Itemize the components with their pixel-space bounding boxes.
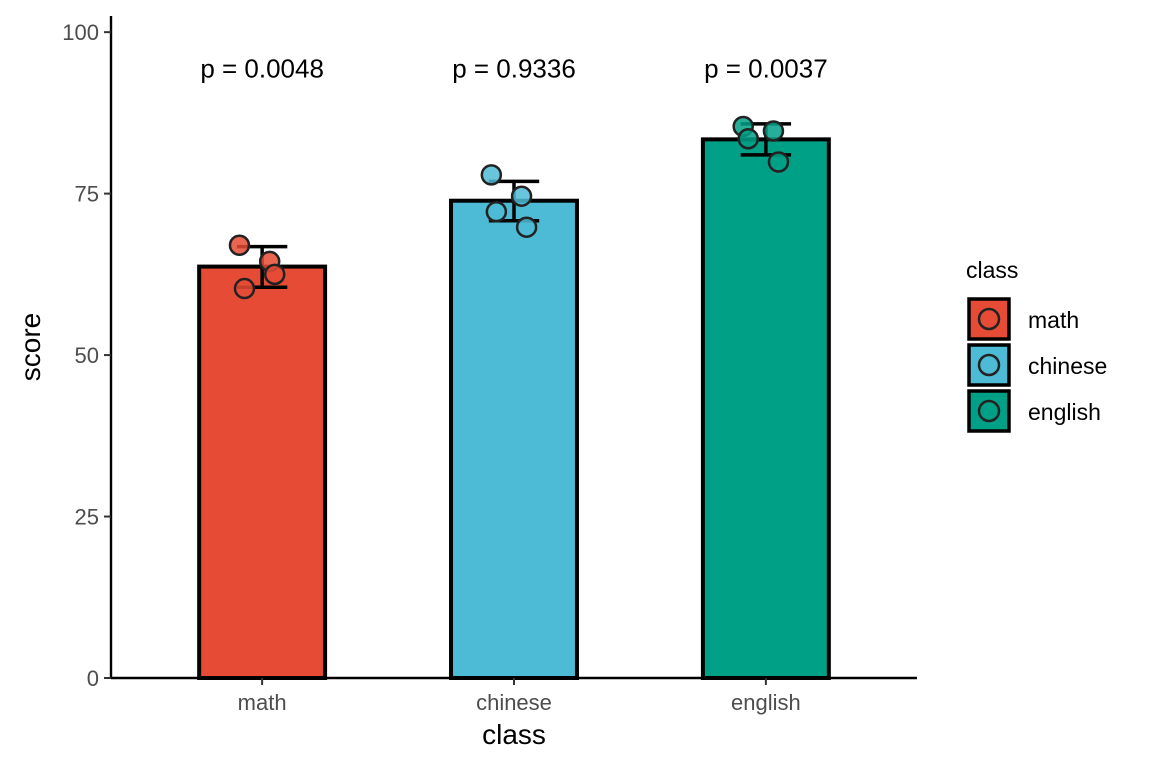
legend-label-english: english xyxy=(1028,399,1101,425)
legend: class math chinese english xyxy=(966,257,1107,433)
legend-key-point-chinese xyxy=(977,353,1001,377)
legend-key-point-english xyxy=(977,399,1001,423)
data-point-chinese-3 xyxy=(485,200,508,223)
data-point-chinese-4 xyxy=(515,216,538,238)
points-layer xyxy=(228,115,790,300)
y-tick-label-0: 0 xyxy=(87,666,99,691)
legend-label-chinese: chinese xyxy=(1028,353,1107,379)
data-point-english-2 xyxy=(762,120,785,142)
y-tick-label-25: 25 xyxy=(75,505,99,530)
p-value-label-math: p = 0.0048 xyxy=(200,53,324,83)
x-axis-title: class xyxy=(482,719,546,750)
data-point-english-3 xyxy=(737,127,759,150)
bar-math xyxy=(197,264,328,680)
legend-label-math: math xyxy=(1028,307,1079,333)
p-value-label-chinese: p = 0.9336 xyxy=(452,53,576,83)
legend-title: class xyxy=(966,257,1018,283)
data-point-math-3 xyxy=(233,277,256,300)
data-point-english-4 xyxy=(767,151,790,173)
x-ticks: math chinese english xyxy=(238,678,801,715)
y-tick-label-50: 50 xyxy=(75,343,99,368)
x-tick-label-math: math xyxy=(238,690,287,715)
x-tick-label-english: english xyxy=(731,690,801,715)
annotations-layer: p = 0.0048 p = 0.9336 p = 0.0037 xyxy=(200,53,827,83)
y-ticks: 0 25 50 75 100 xyxy=(62,20,111,691)
y-axis-title: score xyxy=(15,313,46,381)
bar-english xyxy=(700,137,831,681)
y-tick-label-100: 100 xyxy=(62,20,99,45)
data-point-chinese-1 xyxy=(480,164,503,186)
data-point-chinese-2 xyxy=(510,185,533,207)
x-tick-label-chinese: chinese xyxy=(476,690,552,715)
legend-entries: math chinese english xyxy=(967,297,1107,433)
bar-chinese xyxy=(449,198,579,680)
legend-key-point-math xyxy=(977,307,1001,331)
p-value-label-english: p = 0.0037 xyxy=(704,53,828,83)
y-tick-label-75: 75 xyxy=(75,182,99,207)
data-point-math-4 xyxy=(263,263,286,286)
data-point-math-1 xyxy=(228,234,251,257)
